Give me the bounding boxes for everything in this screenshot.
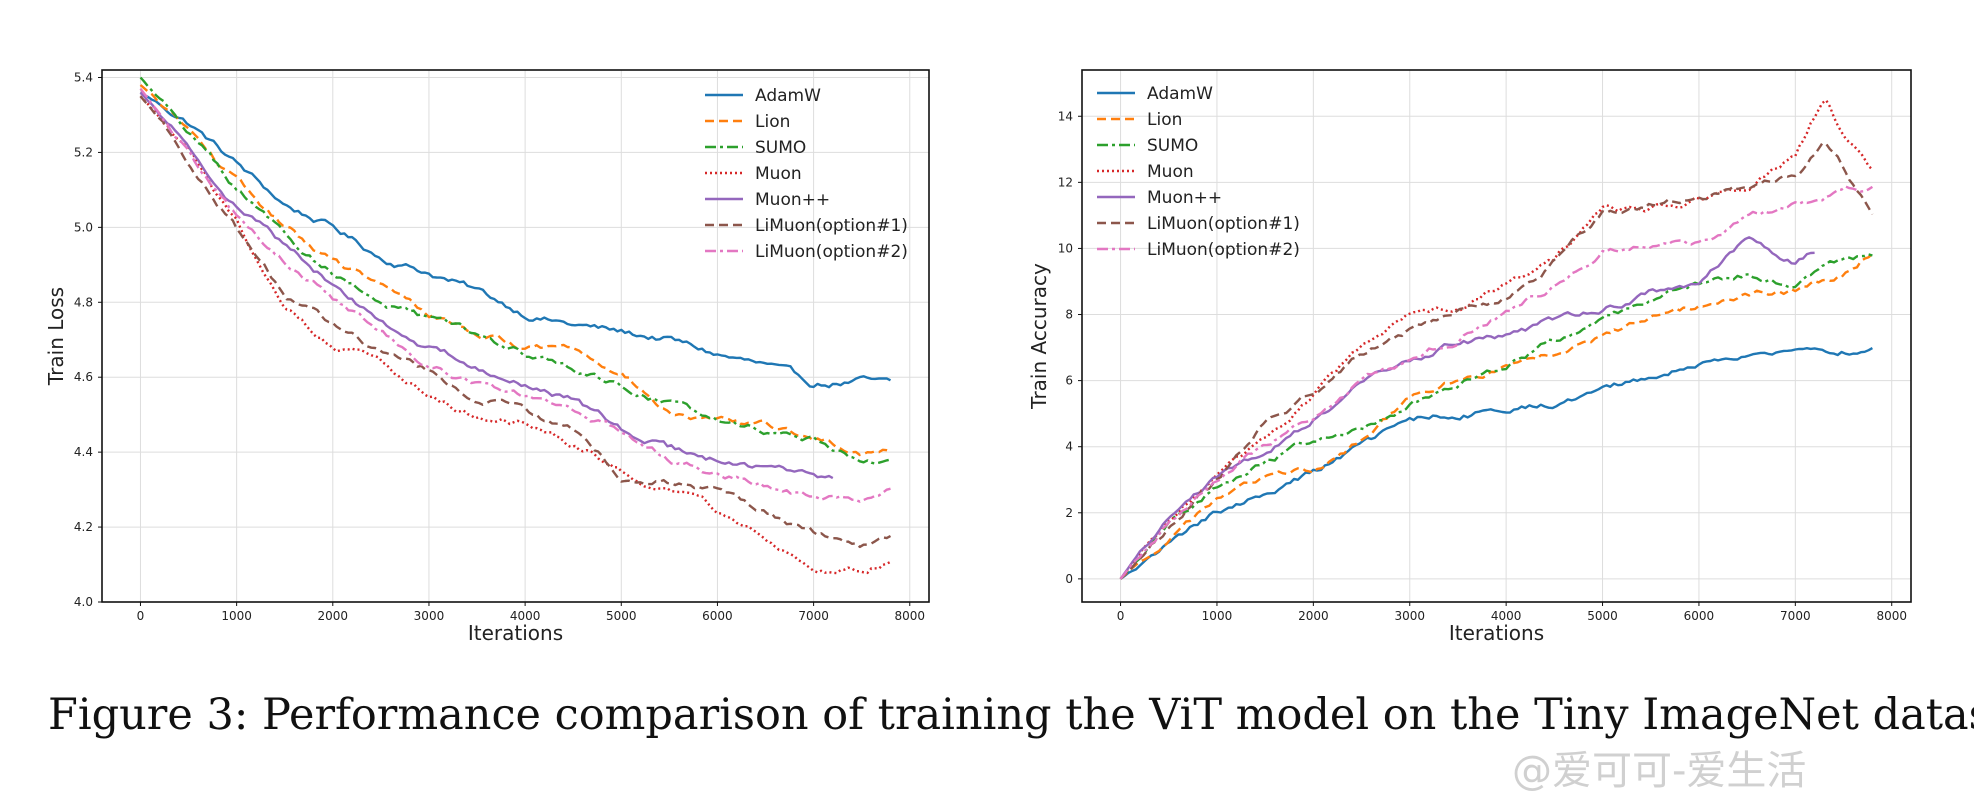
legend-label: LiMuon(option#1): [755, 216, 908, 236]
x-tick-label: 3000: [414, 609, 445, 623]
figure: 0 1000 2000 3000 4000 5000 6000 7000 80004.04.24…: [44, 69, 1912, 645]
x-axis-label: Iterations: [1449, 621, 1544, 645]
y-tick-label: 14: [1058, 109, 1073, 123]
legend-label: LiMuon(option#2): [1147, 240, 1300, 260]
y-tick-label: 6: [1065, 374, 1073, 388]
x-tick-label: 8000: [1876, 609, 1907, 623]
legend-label: Muon++: [755, 190, 830, 210]
x-tick-label: 2000: [1298, 609, 1329, 623]
y-tick-label: 4.0: [74, 595, 93, 609]
series-line-sumo: [1119, 253, 1873, 580]
y-tick-label: 12: [1058, 175, 1073, 189]
y-tick-label: 5.2: [74, 145, 93, 159]
series-line-adamw: [139, 91, 892, 389]
chart-2: 0 1000 2000 3000 4000 5000 6000 7000 8000 0 2 4 6 8 10…: [1027, 69, 1912, 645]
x-tick-label: 4000: [510, 609, 541, 623]
series-line-limuon-option-2-: [139, 87, 891, 503]
x-tick-label: 0: [1117, 609, 1125, 623]
series-line-limuon-option-2-: [1119, 185, 1874, 580]
plot-frame: [101, 69, 930, 603]
y-tick-label: 0: [1065, 572, 1073, 586]
series-group: [139, 76, 892, 575]
series-line-muon: [139, 95, 892, 575]
series-line-muon: [1119, 99, 1874, 580]
y-tick-label: 4.4: [74, 445, 93, 459]
legend-label: Lion: [1147, 110, 1182, 130]
x-tick-label: 1000: [221, 609, 252, 623]
x-tick-label: 5000: [1587, 609, 1618, 623]
y-axis-label: Train Loss: [44, 287, 68, 386]
legend-label: AdamW: [1147, 84, 1213, 104]
x-tick-label: 3000: [1394, 609, 1425, 623]
y-tick-label: 10: [1058, 241, 1073, 255]
legend: AdamW Lion SUMO Muon Muon++ LiMuon(option#1) L…: [1097, 84, 1300, 260]
legend: AdamW Lion SUMO Muon Muon++ LiMuon(option#1) L…: [705, 86, 908, 262]
series-line-limuon-option-1-: [139, 95, 892, 549]
y-tick-label: 8: [1065, 308, 1073, 322]
series-line-limuon-option-1-: [1119, 142, 1874, 580]
legend-label: Lion: [755, 112, 790, 132]
series-line-muon-: [1119, 236, 1815, 580]
y-tick-label: 4.6: [74, 370, 93, 384]
legend-label: SUMO: [755, 138, 806, 158]
x-tick-label: 0: [137, 609, 145, 623]
y-tick-label: 4.8: [74, 295, 93, 309]
plot-frame: [1081, 69, 1912, 603]
y-tick-label: 5.4: [74, 70, 93, 84]
figure-caption: Figure 3: Performance comparison of trai…: [48, 690, 1974, 740]
x-axis-label: Iterations: [468, 621, 563, 645]
chart-1: 0 1000 2000 3000 4000 5000 6000 7000 8000 4.0 4.2 4…: [44, 69, 930, 645]
x-tick-label: 5000: [606, 609, 637, 623]
x-tick-label: 7000: [1780, 609, 1811, 623]
x-tick-label: 6000: [1684, 609, 1715, 623]
x-tick-label: 7000: [798, 609, 829, 623]
legend-label: Muon: [755, 164, 802, 184]
x-tick-label: 4000: [1491, 609, 1522, 623]
legend-label: AdamW: [755, 86, 821, 106]
series-group: [1119, 99, 1874, 580]
legend-label: LiMuon(option#2): [755, 242, 908, 262]
x-tick-label: 8000: [894, 609, 925, 623]
series-line-sumo: [139, 76, 891, 465]
legend-label: Muon: [1147, 162, 1194, 182]
y-tick-label: 2: [1065, 506, 1073, 520]
legend-label: LiMuon(option#1): [1147, 214, 1300, 234]
x-tick-label: 2000: [318, 609, 349, 623]
series-line-adamw: [1119, 347, 1873, 580]
y-tick-label: 4.2: [74, 520, 93, 534]
y-axis-label: Train Accuracy: [1027, 263, 1051, 410]
x-tick-label: 1000: [1202, 609, 1233, 623]
y-tick-label: 5.0: [74, 220, 93, 234]
x-tick-label: 6000: [702, 609, 733, 623]
legend-label: Muon++: [1147, 188, 1222, 208]
series-line-muon-: [139, 91, 834, 480]
watermark: @爱可可-爱生活: [1512, 748, 1807, 794]
y-tick-label: 4: [1065, 440, 1073, 454]
legend-label: SUMO: [1147, 136, 1198, 156]
